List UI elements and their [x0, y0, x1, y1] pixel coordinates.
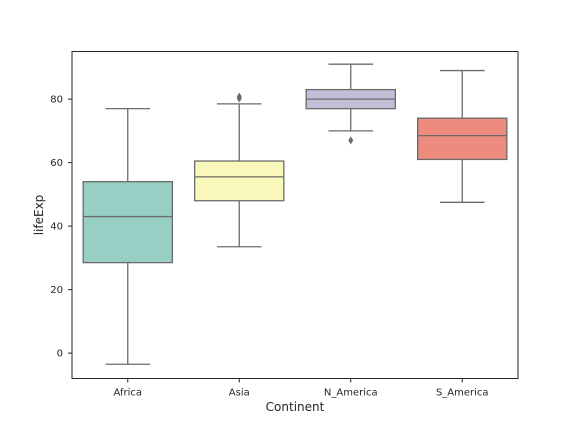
axes-frame — [71, 51, 519, 379]
box-asia — [193, 92, 285, 248]
box-body — [416, 117, 508, 161]
box-n-america — [305, 63, 396, 145]
box-body — [82, 181, 173, 264]
box-body — [193, 160, 285, 202]
y-axis-ticks: 0 20 40 60 80 — [50, 95, 72, 360]
x-axis-title: Continent — [266, 400, 325, 414]
y-axis-title: lifeExp — [32, 195, 46, 236]
x-tick-label: Africa — [113, 388, 142, 399]
y-tick-label: 20 — [50, 285, 63, 296]
x-tick-label: N_America — [324, 388, 378, 399]
plot-area — [82, 63, 508, 365]
outlier-point — [348, 136, 354, 145]
x-tick-label: Asia — [229, 388, 250, 399]
y-tick-label: 80 — [50, 95, 63, 106]
box-africa — [82, 107, 173, 365]
y-tick-label: 40 — [50, 222, 63, 233]
y-tick-label: 60 — [50, 158, 63, 169]
outlier-point — [236, 92, 242, 101]
box-s-america — [416, 69, 508, 203]
x-tick-label: S_America — [436, 388, 489, 399]
y-tick-label: 0 — [57, 349, 63, 360]
x-axis-ticks: Africa Asia N_America S_America — [113, 378, 489, 399]
